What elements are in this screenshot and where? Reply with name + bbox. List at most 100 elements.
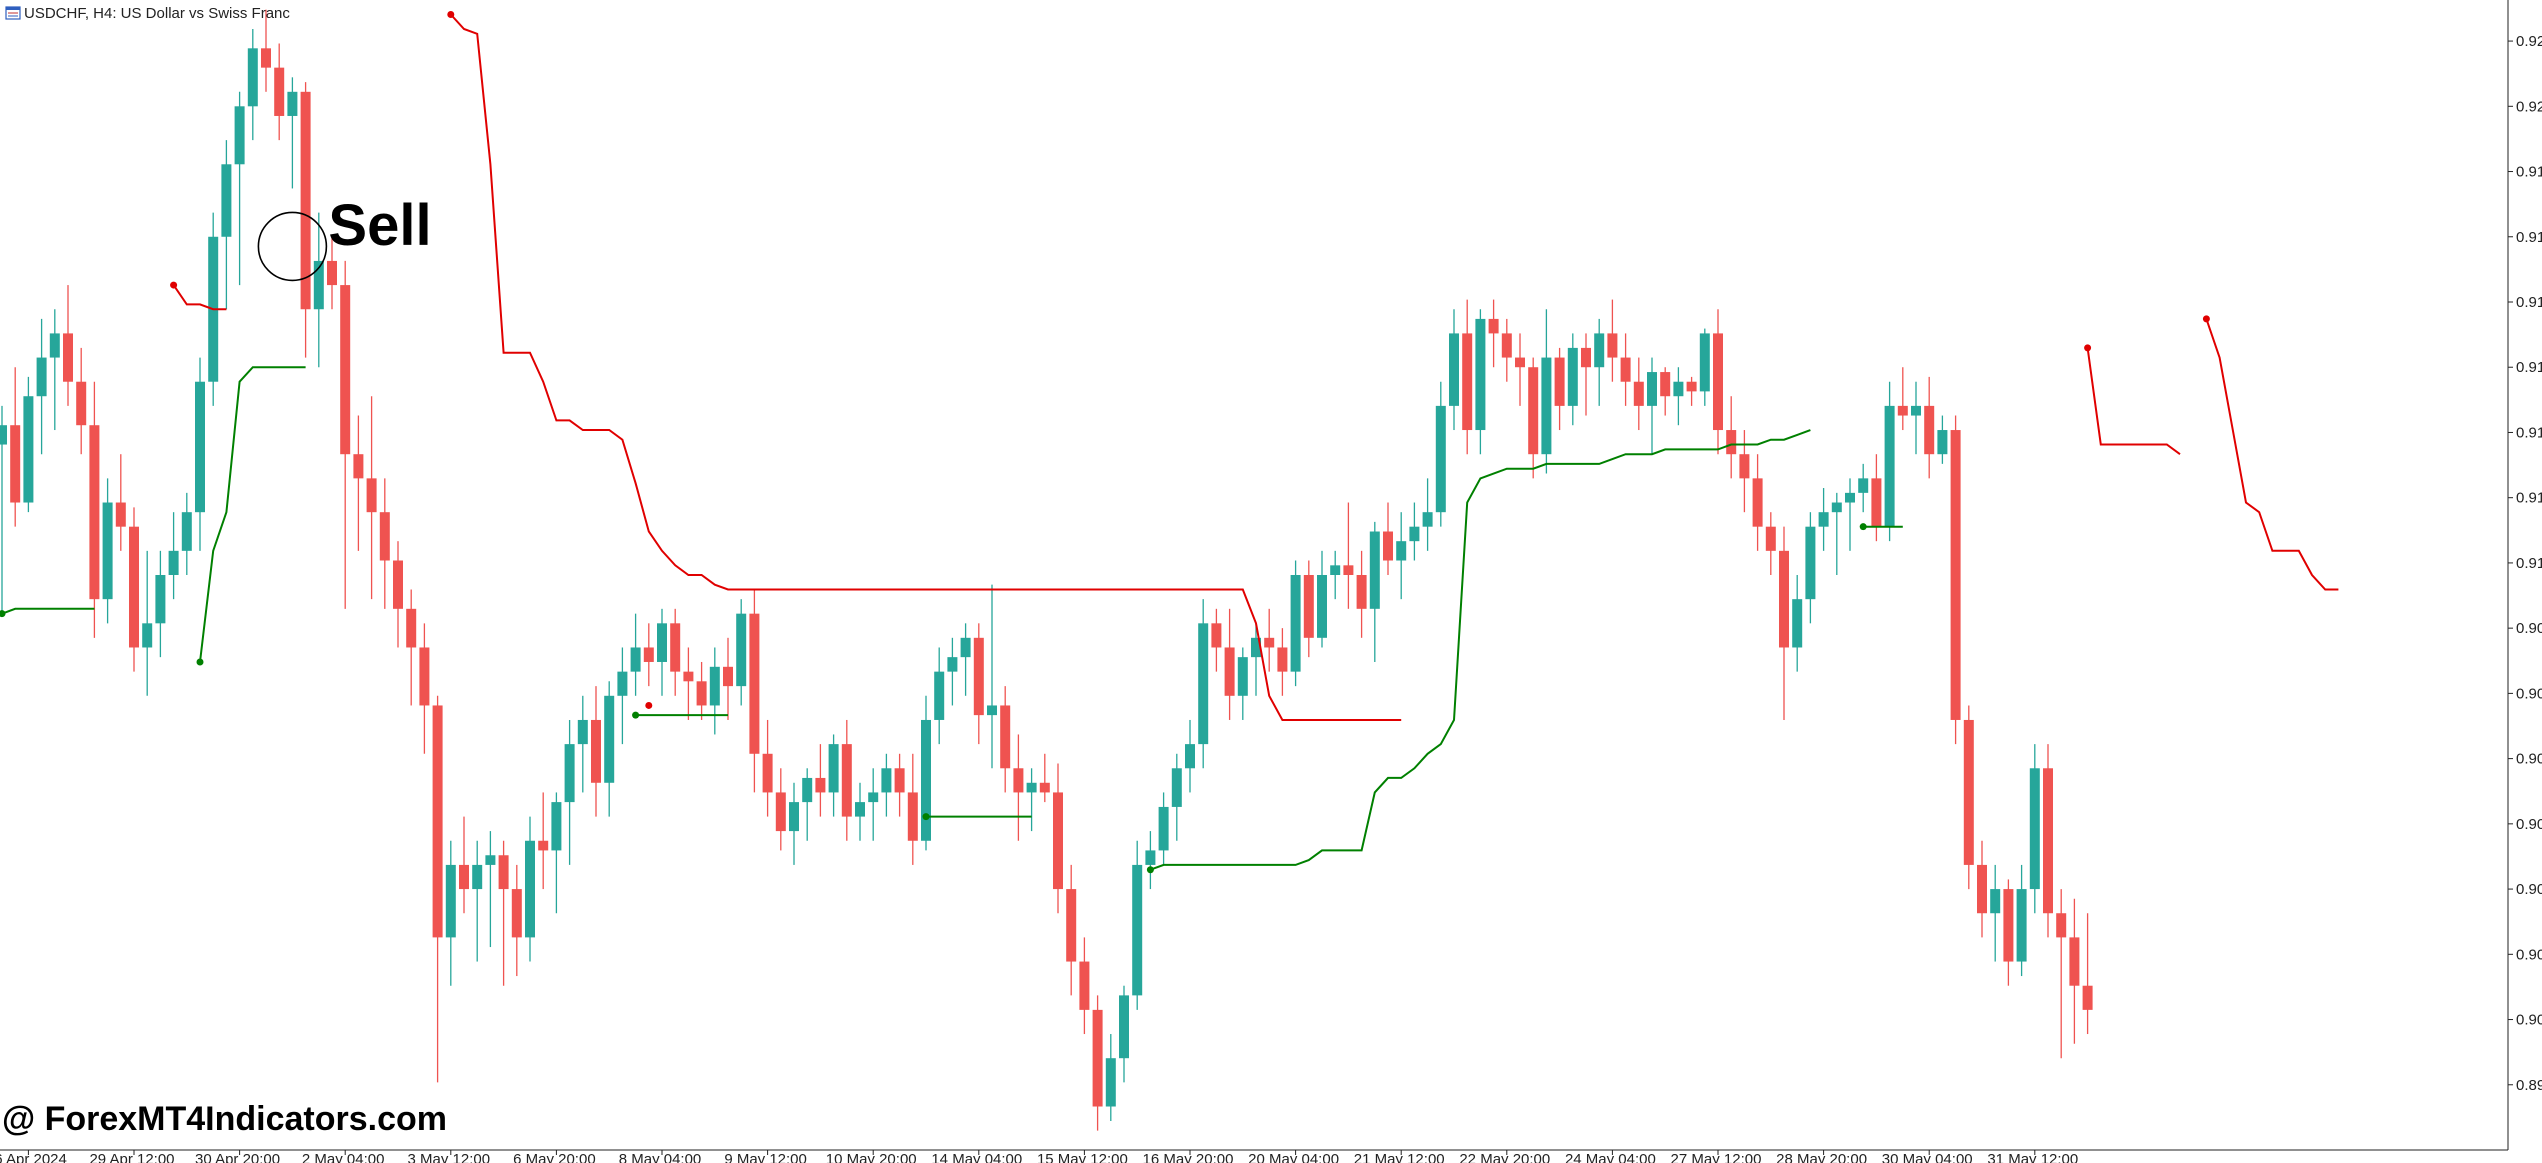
y-tick-label: 0.90940	[2516, 620, 2542, 637]
candle-body	[1805, 526, 1816, 600]
candle-body	[2082, 985, 2093, 1010]
candle-body	[155, 575, 166, 624]
candle-body	[696, 681, 707, 706]
candle	[973, 623, 984, 745]
candle-body	[2056, 913, 2067, 938]
candle	[1713, 309, 1723, 455]
candle	[102, 478, 113, 624]
candle	[749, 589, 760, 793]
candle	[274, 43, 285, 141]
candle	[1660, 367, 1671, 416]
candle-body	[1185, 744, 1195, 769]
candle	[49, 309, 60, 431]
candle-body	[1779, 550, 1789, 648]
candle	[2082, 913, 2093, 1035]
x-tick-label: 14 May 04:00	[931, 1151, 1022, 1163]
channel-lines	[0, 10, 2339, 874]
candle-body	[683, 671, 694, 682]
candle-body	[1119, 995, 1129, 1059]
candle-body	[221, 164, 232, 237]
candle	[657, 608, 667, 696]
candle-body	[841, 744, 852, 817]
candle	[1092, 995, 1103, 1131]
candle	[789, 782, 799, 865]
candle	[511, 864, 522, 977]
candle	[1633, 357, 1644, 431]
candle-body	[366, 478, 377, 513]
candle	[406, 589, 417, 706]
candle	[1171, 753, 1182, 841]
candle	[1422, 478, 1433, 551]
chart-window-icon	[5, 6, 21, 20]
candle	[1528, 357, 1539, 479]
candle-body	[261, 48, 271, 68]
candle	[1462, 299, 1473, 455]
candle-body	[657, 623, 667, 662]
candle-body	[1660, 372, 1671, 397]
candle	[327, 236, 337, 310]
candle	[419, 623, 430, 754]
candle	[0, 405, 7, 614]
candle-body	[1739, 454, 1750, 479]
candle	[393, 541, 403, 648]
candle-body	[1053, 792, 1063, 890]
candle-body	[393, 560, 403, 609]
candle	[762, 719, 773, 817]
x-tick-label: 9 May 12:00	[724, 1151, 807, 1163]
candle-body	[1171, 768, 1182, 807]
candle	[525, 816, 535, 962]
candle-body	[129, 526, 139, 648]
candle	[142, 550, 153, 696]
candle-body	[1435, 405, 1446, 513]
candle-body	[736, 613, 747, 687]
candle-body	[749, 613, 760, 754]
candle-body	[1330, 565, 1341, 575]
candle	[247, 28, 258, 141]
candle-body	[1013, 768, 1024, 793]
candle-body	[960, 637, 971, 658]
x-tick-label: 30 Apr 20:00	[195, 1151, 280, 1163]
candle	[947, 637, 958, 706]
candle	[1290, 560, 1301, 687]
x-tick-label: 27 May 12:00	[1671, 1151, 1762, 1163]
candle	[498, 840, 509, 986]
upper-band-start-dot	[170, 281, 178, 289]
candle-body	[23, 396, 34, 503]
candle	[472, 840, 483, 962]
candle-body	[670, 623, 681, 672]
candle-body	[525, 840, 535, 938]
candle	[802, 768, 813, 841]
candle-body	[1343, 565, 1354, 575]
candle-body	[789, 802, 799, 832]
candle	[340, 260, 351, 609]
upper-band-line	[172, 284, 227, 311]
candle	[1554, 347, 1565, 431]
candle	[432, 695, 443, 1083]
candle-body	[630, 647, 641, 672]
candle	[2069, 898, 2080, 1044]
candle-body	[921, 719, 931, 841]
candle-body	[564, 744, 575, 803]
candle	[313, 212, 324, 368]
lower-band-line	[1150, 429, 1811, 871]
candle	[1501, 318, 1512, 382]
candle-body	[604, 695, 615, 783]
candle	[181, 492, 192, 575]
y-tick-label: 0.92020	[2516, 98, 2542, 115]
candle	[841, 719, 852, 841]
candle-body	[1647, 372, 1657, 406]
candle-body	[1963, 719, 1974, 865]
candle	[1039, 753, 1050, 803]
candle-body	[1884, 405, 1895, 527]
candle	[1845, 478, 1855, 551]
candle-body	[907, 792, 918, 841]
candle-body	[1977, 864, 1987, 914]
candle-body	[1633, 381, 1644, 406]
x-tick-label: 29 Apr 12:00	[89, 1151, 174, 1163]
candle	[1950, 415, 1961, 745]
candle	[261, 9, 271, 92]
candle-body	[775, 792, 786, 832]
candle-body	[709, 666, 720, 706]
lower-band-start-dot	[196, 658, 204, 666]
candle-body	[1462, 333, 1473, 431]
